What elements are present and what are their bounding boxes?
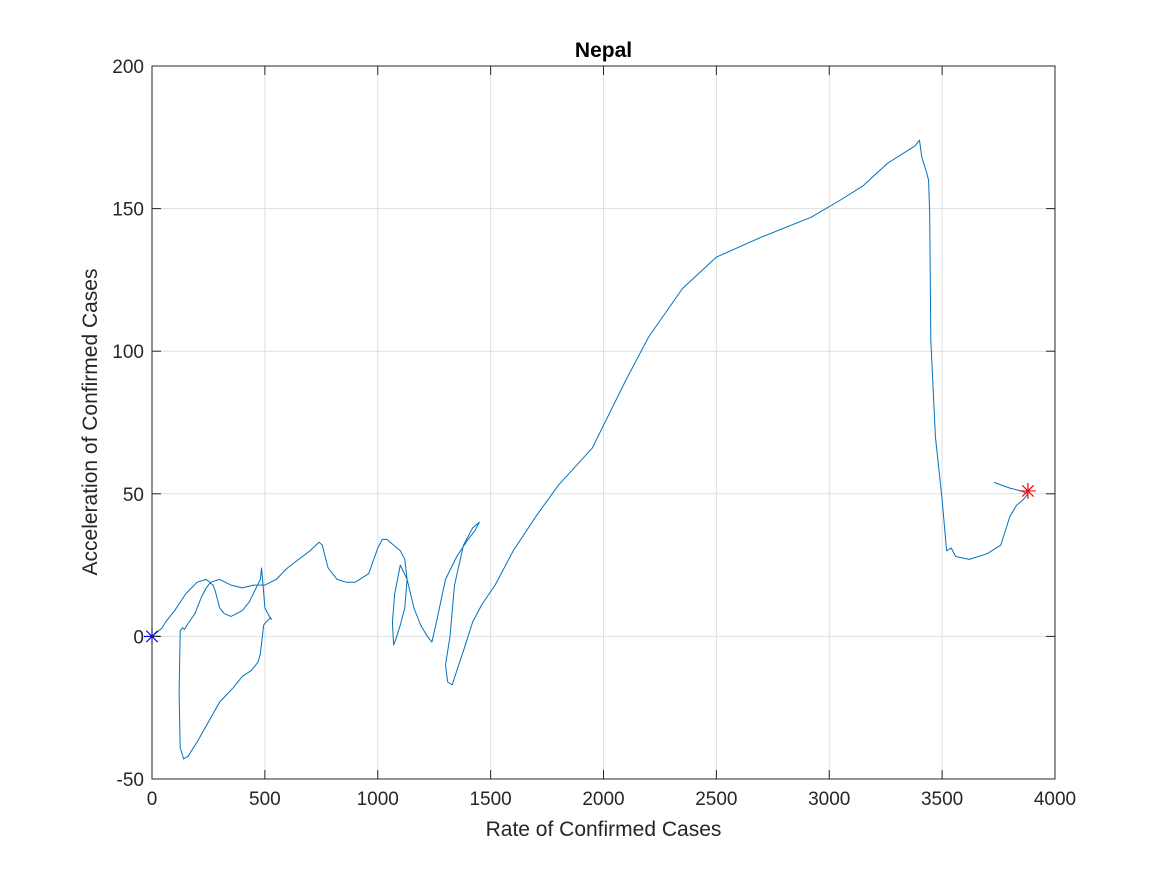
y-tick-label: 100 (112, 342, 144, 363)
x-tick-label: 4000 (1034, 789, 1076, 810)
grid-layer (152, 66, 1055, 779)
x-axis-label: Rate of Confirmed Cases (486, 818, 722, 841)
series-line (151, 139, 1029, 760)
y-tick-label: 0 (133, 627, 144, 648)
x-tick-label: 0 (147, 789, 158, 810)
y-tick-label: 50 (123, 485, 144, 506)
plot-area: 0 500 1000 1500 2000 2500 3000 3500 4000-5005010… (112, 57, 1076, 810)
chart-title: Nepal (575, 39, 632, 62)
tick-layer: 0 500 1000 1500 2000 2500 3000 3500 4000-5005010… (112, 57, 1076, 810)
x-tick-label: 1000 (357, 789, 399, 810)
x-tick-label: 1500 (469, 789, 511, 810)
x-tick-label: 3500 (921, 789, 963, 810)
x-tick-label: 2000 (582, 789, 624, 810)
y-tick-label: 150 (112, 200, 144, 221)
end-marker (1019, 482, 1036, 499)
y-axis-label: Acceleration of Confirmed Cases (79, 269, 102, 576)
y-tick-label: 200 (112, 57, 144, 78)
y-tick-label: -50 (117, 770, 144, 791)
x-tick-label: 500 (249, 789, 281, 810)
end-marker-stroke (1021, 484, 1034, 498)
x-tick-label: 3000 (808, 789, 850, 810)
x-tick-label: 2500 (695, 789, 737, 810)
